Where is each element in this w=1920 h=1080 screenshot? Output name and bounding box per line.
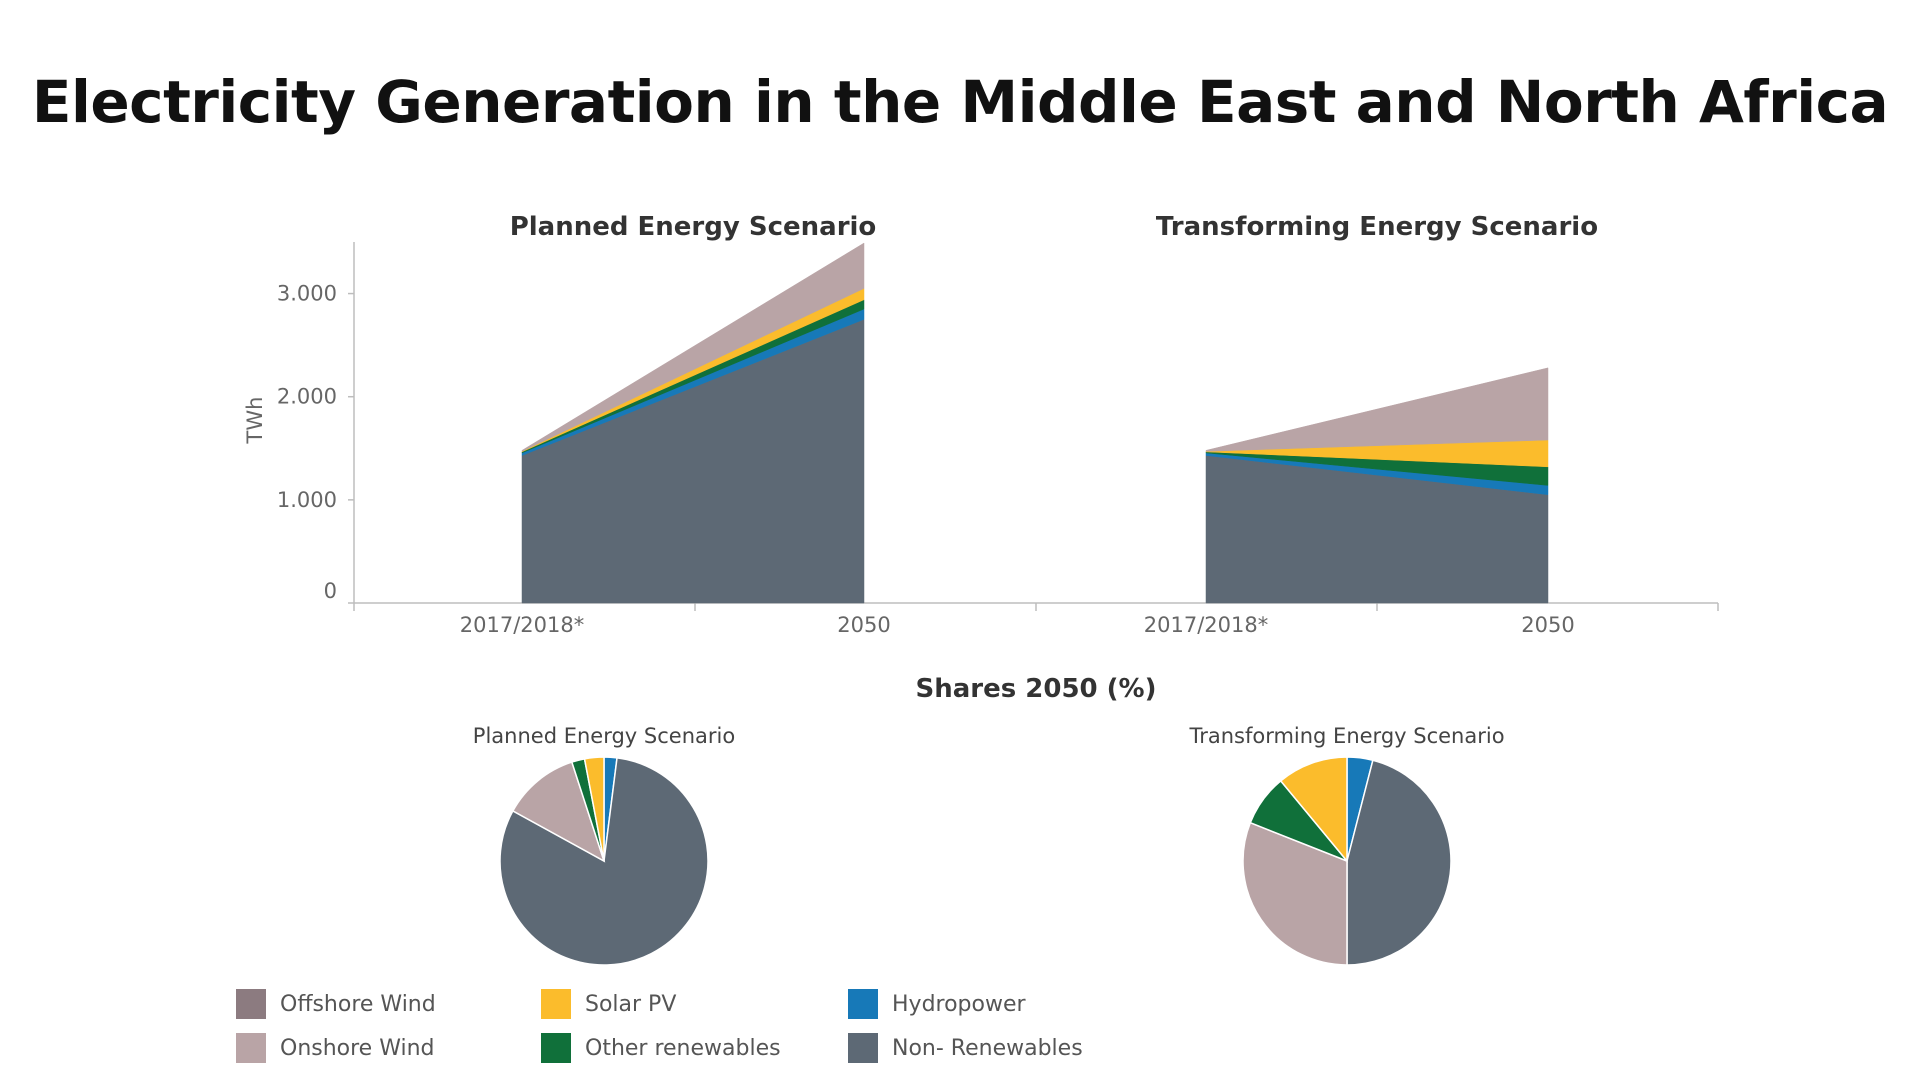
legend-swatch <box>236 989 266 1019</box>
pie-slice-non_renewables <box>1346 759 1452 966</box>
legend: Offshore Wind Solar PV Hydropower Onshor… <box>236 982 1136 1072</box>
page-title: Electricity Generation in the Middle Eas… <box>31 68 1889 136</box>
legend-swatch <box>848 989 878 1019</box>
y-tick-label: 2.000 <box>277 385 337 409</box>
legend-label: Non- Renewables <box>892 1035 1083 1061</box>
area-series-onshore_wind <box>1205 367 1549 452</box>
legend-item: Hydropower <box>848 982 1148 1026</box>
y-axis-label: TWh <box>243 397 267 445</box>
chart-title: Transforming Energy Scenario <box>1156 212 1598 242</box>
legend-label: Offshore Wind <box>280 991 436 1017</box>
x-tick-label: 2017/2018* <box>1144 613 1268 637</box>
legend-label: Onshore Wind <box>280 1035 435 1061</box>
pie-title: Transforming Energy Scenario <box>1188 724 1504 748</box>
legend-item: Other renewables <box>541 1026 848 1070</box>
chart-title: Planned Energy Scenario <box>510 212 877 242</box>
pie-title: Planned Energy Scenario <box>473 724 735 748</box>
legend-item: Offshore Wind <box>236 982 541 1026</box>
x-tick-label: 2017/2018* <box>460 613 584 637</box>
legend-item: Onshore Wind <box>236 1026 541 1070</box>
legend-label: Hydropower <box>892 991 1026 1017</box>
shares-title: Shares 2050 (%) <box>916 674 1157 704</box>
pie-slice-onshore_wind <box>511 761 606 863</box>
y-tick-label: 0 <box>324 579 337 603</box>
pie-slice-solar_pv <box>583 756 605 862</box>
legend-swatch <box>236 1033 266 1063</box>
y-tick-label: 1.000 <box>277 488 337 512</box>
legend-label: Solar PV <box>585 991 677 1017</box>
y-tick-label: 3.000 <box>277 282 337 306</box>
x-tick-label: 2050 <box>1521 613 1574 637</box>
legend-swatch <box>541 989 571 1019</box>
legend-item: Non- Renewables <box>848 1026 1148 1070</box>
pie-slice-solar_pv <box>1279 756 1348 864</box>
pie-slice-onshore_wind <box>1242 821 1348 966</box>
area-series-onshore_wind <box>521 242 865 452</box>
legend-swatch <box>848 1033 878 1063</box>
legend-label: Other renewables <box>585 1035 781 1061</box>
legend-swatch <box>541 1033 571 1063</box>
x-tick-label: 2050 <box>837 613 890 637</box>
legend-item: Solar PV <box>541 982 848 1026</box>
